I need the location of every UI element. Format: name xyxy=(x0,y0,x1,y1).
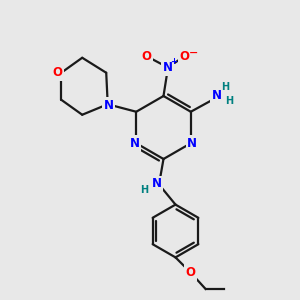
Text: N: N xyxy=(187,137,197,150)
Text: H: H xyxy=(225,96,233,106)
Text: O: O xyxy=(141,50,152,63)
Text: N: N xyxy=(130,137,140,150)
Text: H: H xyxy=(140,185,149,195)
Text: O: O xyxy=(179,50,190,63)
Text: N: N xyxy=(212,89,222,102)
Text: −: − xyxy=(189,48,198,58)
Text: O: O xyxy=(52,66,63,79)
Text: H: H xyxy=(221,82,229,92)
Text: O: O xyxy=(185,266,196,279)
Text: N: N xyxy=(163,61,173,74)
Text: +: + xyxy=(170,57,177,66)
Text: N: N xyxy=(103,99,114,112)
Text: N: N xyxy=(152,177,162,190)
